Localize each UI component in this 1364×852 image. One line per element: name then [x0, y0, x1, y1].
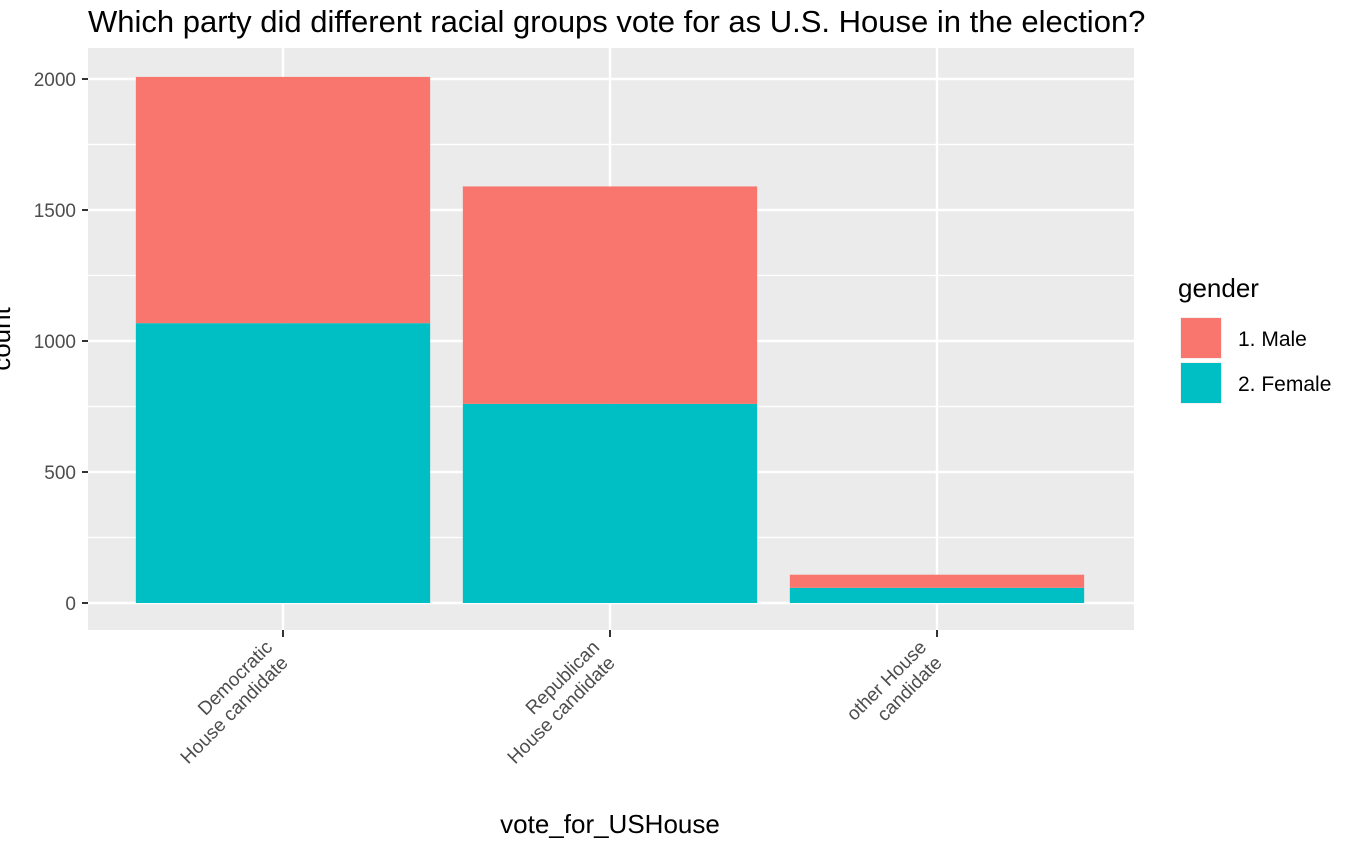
legend-key-swatch [1181, 363, 1221, 403]
x-tick-label: other Housecandidate [843, 637, 947, 741]
bar-segment [135, 76, 431, 324]
y-tick-label: 2000 [34, 70, 76, 91]
legend-label: 1. Male [1238, 328, 1307, 351]
y-tick-label: 1500 [34, 201, 76, 222]
bars [135, 76, 1085, 603]
legend-key-swatch [1181, 318, 1221, 358]
legend-title: gender [1178, 273, 1259, 303]
bar-segment [789, 587, 1085, 603]
bar-segment [135, 323, 431, 603]
bar-segment [462, 186, 758, 404]
x-axis-title: vote_for_USHouse [500, 809, 720, 839]
bar-segment [462, 403, 758, 603]
x-tick-label: DemocraticHouse candidate [161, 637, 292, 768]
chart-title: Which party did different racial groups … [88, 4, 1145, 39]
y-axis-title: count [0, 306, 16, 370]
legend-label: 2. Female [1238, 373, 1331, 396]
y-tick-label: 0 [65, 594, 76, 615]
x-tick-label: RepublicanHouse candidate [488, 637, 619, 768]
y-tick-label: 1000 [34, 332, 76, 353]
y-axis: 0 500 1000 1500 2000 [34, 70, 88, 615]
bar-segment [789, 574, 1085, 588]
x-axis: DemocraticHouse candidate RepublicanHouse… [161, 630, 947, 768]
legend: gender 1. Male 2. Female [1178, 273, 1331, 404]
y-tick-label: 500 [44, 463, 76, 484]
